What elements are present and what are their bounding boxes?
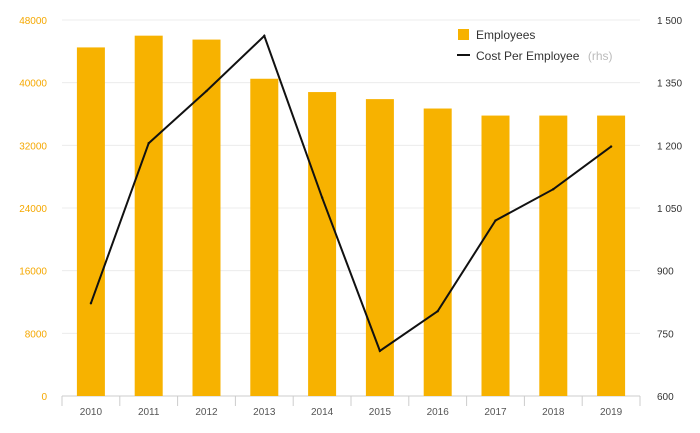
x-tick-label: 2016 (427, 407, 450, 418)
y-left-tick-label: 24000 (19, 204, 47, 215)
x-tick-label: 2015 (369, 407, 392, 418)
bar-2019 (597, 115, 626, 397)
bar-2015 (365, 99, 394, 396)
bar-2017 (481, 115, 510, 397)
y-left-tick-label: 40000 (19, 79, 47, 90)
bar-2011 (134, 35, 163, 397)
y-left-tick-label: 16000 (19, 267, 47, 278)
y-right-tick-label: 750 (657, 329, 674, 340)
bar-2010 (76, 47, 105, 397)
axes: 0 8000 16000 24000 32000 40000 48000 600 750 900 1… (19, 16, 682, 418)
y-right-tick-label: 1 050 (657, 204, 682, 215)
x-tick-label: 2013 (253, 407, 276, 418)
line-point-2019 (609, 145, 613, 148)
legend-swatch-employees (458, 29, 469, 40)
x-tick-label: 2019 (600, 407, 623, 418)
x-tick-label: 2018 (542, 407, 565, 418)
line-point-2012 (205, 89, 208, 93)
x-tick-label: 2014 (311, 407, 334, 418)
y-right-tick-label: 600 (657, 392, 674, 403)
bar-2016 (423, 108, 452, 397)
bar-2013 (250, 78, 279, 396)
y-right-tick-label: 1 200 (657, 141, 682, 152)
legend-label-cost-per-employee: Cost Per Employee (rhs) (476, 47, 613, 64)
x-tick-label: 2010 (80, 407, 103, 418)
legend: Employees Cost Per Employee (rhs) (457, 28, 613, 64)
y-right-tick-label: 900 (657, 267, 674, 278)
line-point-2014 (320, 196, 324, 199)
bar-2018 (539, 115, 568, 397)
line-point-2013 (263, 34, 266, 38)
y-left-tick-label: 48000 (19, 16, 47, 27)
y-left-tick-label: 0 (41, 392, 47, 403)
line-series-cost-per-employee (89, 34, 613, 353)
legend-label-employees: Employees (476, 28, 535, 42)
line-path (89, 34, 612, 353)
x-tick-label: 2017 (484, 407, 507, 418)
bar-series-employees (76, 35, 626, 397)
bar-2012 (192, 39, 221, 396)
y-left-tick-label: 32000 (19, 141, 47, 152)
line-point-2015 (378, 349, 382, 353)
bar-2014 (308, 92, 337, 397)
line-point-2010 (89, 302, 93, 305)
y-left-tick-label: 8000 (25, 329, 48, 340)
y-right-tick-label: 1 500 (657, 16, 682, 27)
x-tick-label: 2011 (138, 407, 160, 418)
x-tick-label: 2012 (195, 407, 218, 418)
legend-label-rhs-suffix: (rhs) (588, 49, 613, 63)
legend-label-cost-per-employee-name: Cost Per Employee (476, 49, 580, 63)
line-point-2011 (147, 142, 150, 145)
line-point-2018 (552, 188, 555, 191)
line-point-2016 (436, 309, 439, 313)
line-point-2017 (494, 219, 497, 222)
y-right-tick-label: 1 350 (657, 79, 682, 90)
